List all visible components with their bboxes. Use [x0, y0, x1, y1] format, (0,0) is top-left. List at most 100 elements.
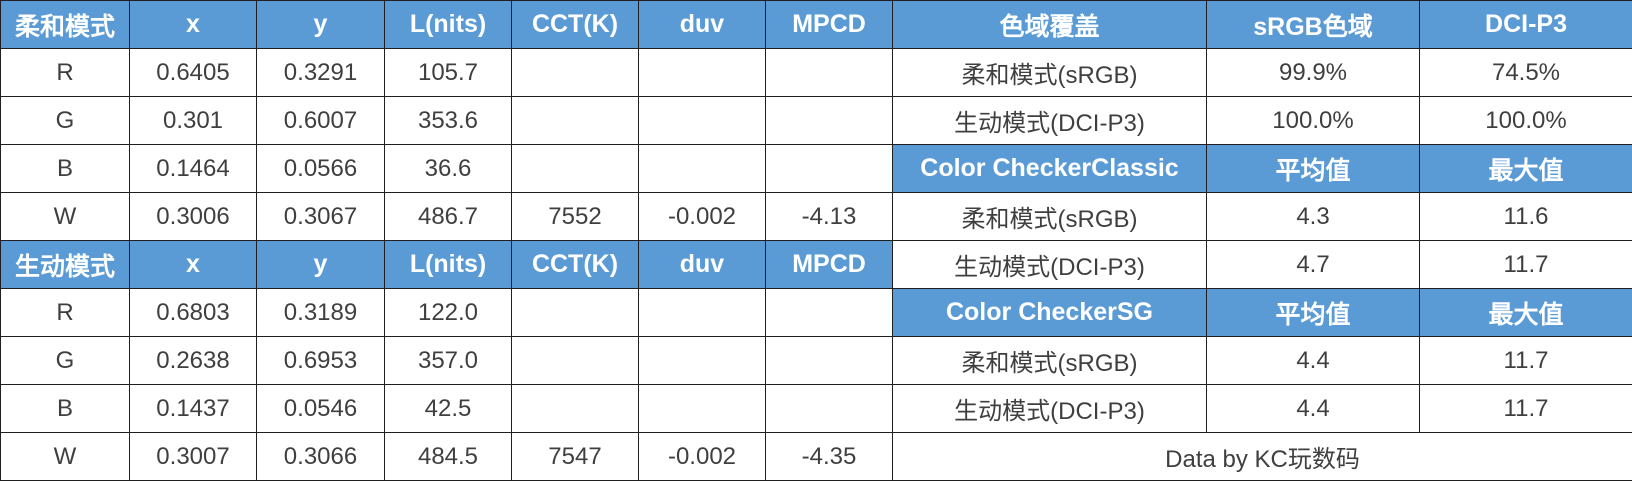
- header-mpcd: MPCD: [765, 240, 893, 289]
- cell-value: 11.7: [1419, 240, 1632, 289]
- header-mode-vivid: 生动模式: [0, 240, 130, 289]
- table-row: R 0.6803 0.3189 122.0 Color CheckerSG 平均…: [0, 288, 1632, 337]
- cell-value: [638, 384, 766, 433]
- table-row: G 0.2638 0.6953 357.0 柔和模式(sRGB) 4.4 11.…: [0, 336, 1632, 385]
- cell-value: -4.13: [765, 192, 893, 241]
- cell-value: 100.0%: [1419, 96, 1632, 145]
- cell-value: 353.6: [384, 96, 512, 145]
- cell-value: 0.1464: [129, 144, 257, 193]
- table-row: W 0.3006 0.3067 486.7 7552 -0.002 -4.13 …: [0, 192, 1632, 241]
- cell-value: [638, 48, 766, 97]
- table-row: G 0.301 0.6007 353.6 生动模式(DCI-P3) 100.0%…: [0, 96, 1632, 145]
- cell-value: 74.5%: [1419, 48, 1632, 97]
- cell-value: 0.6007: [256, 96, 385, 145]
- table-row: R 0.6405 0.3291 105.7 柔和模式(sRGB) 99.9% 7…: [0, 48, 1632, 97]
- header-average: 平均值: [1206, 288, 1420, 337]
- cell-channel: W: [0, 432, 130, 481]
- cell-value: 0.3189: [256, 288, 385, 337]
- cell-value: 0.0546: [256, 384, 385, 433]
- cell-value: 4.4: [1206, 336, 1420, 385]
- cell-value: 0.301: [129, 96, 257, 145]
- cell-value: 4.3: [1206, 192, 1420, 241]
- cell-value: [765, 96, 893, 145]
- cell-value: 0.6405: [129, 48, 257, 97]
- header-gamut-coverage: 色域覆盖: [892, 0, 1207, 49]
- cell-mode-label: 生动模式(DCI-P3): [892, 384, 1207, 433]
- header-mode-soft: 柔和模式: [0, 0, 130, 49]
- cell-value: 11.7: [1419, 336, 1632, 385]
- header-cct: CCT(K): [511, 0, 639, 49]
- cell-value: 0.3067: [256, 192, 385, 241]
- cell-value: 0.3006: [129, 192, 257, 241]
- cell-value: 122.0: [384, 288, 512, 337]
- header-colorchecker-sg: Color CheckerSG: [892, 288, 1207, 337]
- cell-value: 0.2638: [129, 336, 257, 385]
- cell-mode-label: 柔和模式(sRGB): [892, 336, 1207, 385]
- header-l-nits: L(nits): [384, 0, 512, 49]
- header-row: 柔和模式 x y L(nits) CCT(K) duv MPCD 色域覆盖 sR…: [0, 0, 1632, 49]
- header-l-nits: L(nits): [384, 240, 512, 289]
- cell-value: [511, 96, 639, 145]
- cell-value: 36.6: [384, 144, 512, 193]
- data-credit: Data by KC玩数码: [892, 432, 1632, 481]
- cell-value: [638, 96, 766, 145]
- cell-value: 4.4: [1206, 384, 1420, 433]
- cell-value: 0.3066: [256, 432, 385, 481]
- table-row: B 0.1464 0.0566 36.6 Color CheckerClassi…: [0, 144, 1632, 193]
- cell-mode-label: 柔和模式(sRGB): [892, 48, 1207, 97]
- cell-value: [638, 336, 766, 385]
- header-mpcd: MPCD: [765, 0, 893, 49]
- cell-value: 486.7: [384, 192, 512, 241]
- cell-value: 0.0566: [256, 144, 385, 193]
- table-row: W 0.3007 0.3066 484.5 7547 -0.002 -4.35 …: [0, 432, 1632, 481]
- cell-value: [511, 288, 639, 337]
- table-row: B 0.1437 0.0546 42.5 生动模式(DCI-P3) 4.4 11…: [0, 384, 1632, 433]
- header-dci-p3: DCI-P3: [1419, 0, 1632, 49]
- header-x: x: [129, 0, 257, 49]
- cell-value: -0.002: [638, 432, 766, 481]
- header-duv: duv: [638, 0, 766, 49]
- cell-mode-label: 柔和模式(sRGB): [892, 192, 1207, 241]
- cell-value: 11.7: [1419, 384, 1632, 433]
- cell-value: [511, 336, 639, 385]
- header-average: 平均值: [1206, 144, 1420, 193]
- cell-value: 42.5: [384, 384, 512, 433]
- cell-value: [638, 288, 766, 337]
- cell-value: 0.3291: [256, 48, 385, 97]
- cell-value: 0.6803: [129, 288, 257, 337]
- cell-mode-label: 生动模式(DCI-P3): [892, 240, 1207, 289]
- cell-value: [765, 144, 893, 193]
- cell-value: [511, 48, 639, 97]
- cell-value: -0.002: [638, 192, 766, 241]
- cell-value: 4.7: [1206, 240, 1420, 289]
- cell-channel: B: [0, 384, 130, 433]
- header-colorchecker-classic: Color CheckerClassic: [892, 144, 1207, 193]
- cell-value: [638, 144, 766, 193]
- cell-value: 105.7: [384, 48, 512, 97]
- cell-value: 484.5: [384, 432, 512, 481]
- cell-mode-label: 生动模式(DCI-P3): [892, 96, 1207, 145]
- cell-value: 7547: [511, 432, 639, 481]
- cell-channel: G: [0, 336, 130, 385]
- cell-value: 99.9%: [1206, 48, 1420, 97]
- header-duv: duv: [638, 240, 766, 289]
- cell-value: [765, 336, 893, 385]
- cell-value: 0.1437: [129, 384, 257, 433]
- cell-channel: B: [0, 144, 130, 193]
- cell-value: [765, 288, 893, 337]
- cell-channel: W: [0, 192, 130, 241]
- header-srgb-gamut: sRGB色域: [1206, 0, 1420, 49]
- header-max: 最大值: [1419, 144, 1632, 193]
- cell-channel: R: [0, 48, 130, 97]
- cell-value: 100.0%: [1206, 96, 1420, 145]
- cell-value: [511, 144, 639, 193]
- header-max: 最大值: [1419, 288, 1632, 337]
- cell-value: 7552: [511, 192, 639, 241]
- cell-channel: G: [0, 96, 130, 145]
- header-y: y: [256, 0, 385, 49]
- cell-value: [511, 384, 639, 433]
- cell-value: 0.6953: [256, 336, 385, 385]
- header-cct: CCT(K): [511, 240, 639, 289]
